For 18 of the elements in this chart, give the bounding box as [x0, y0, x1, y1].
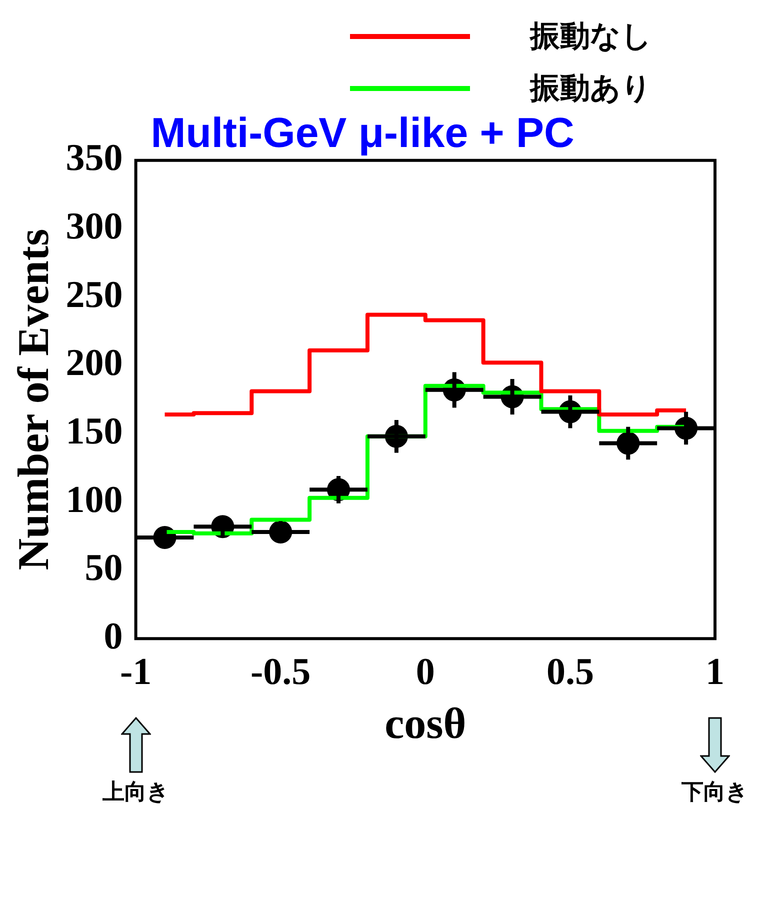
y-tick-label: 350 — [66, 137, 123, 180]
legend-label: 振動あり — [530, 70, 652, 108]
text: 下向き — [682, 778, 748, 807]
y-tick-label: 50 — [84, 547, 123, 590]
y-axis-title: Number of Events — [8, 228, 58, 570]
chart-title: Multi-GeV μ-like + PC — [150, 108, 574, 156]
x-tick-label: 0 — [416, 651, 435, 694]
legend-label: 振動なし — [530, 18, 652, 56]
y-tick-label: 200 — [66, 342, 123, 384]
y-tick-label: 300 — [66, 206, 123, 248]
x-tick-label: 0.5 — [546, 651, 594, 694]
x-tick-label: 1 — [706, 651, 724, 694]
y-tick-label: 250 — [66, 274, 123, 316]
y-tick-label: 100 — [66, 478, 123, 521]
x-tick-label: -0.5 — [250, 651, 311, 694]
x-axis-title: cosθ — [384, 698, 466, 748]
y-tick-label: 150 — [66, 410, 123, 452]
text: 上向き — [102, 778, 170, 807]
